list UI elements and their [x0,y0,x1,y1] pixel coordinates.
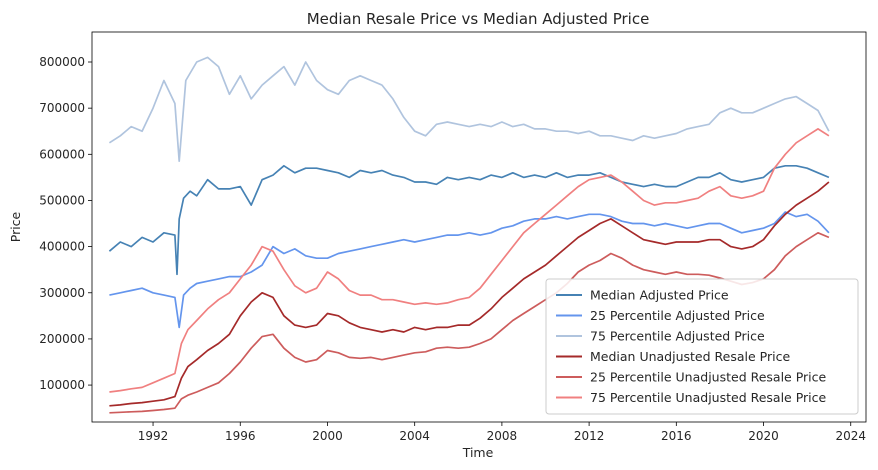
y-tick-label: 300000 [39,286,85,300]
x-tick-label: 2000 [312,429,343,443]
series-line-6 [109,128,830,393]
legend-label: 75 Percentile Adjusted Price [590,329,765,344]
x-tick-label: 2008 [487,429,518,443]
y-axis: 100000 200000 300000 400000 500000 600000 7000… [39,55,92,392]
x-axis: 1992 1996 2000 2004 2008 2012 2016 2020 2024 [138,422,866,443]
legend-label: 25 Percentile Unadjusted Resale Price [590,370,827,385]
series-line-3 [108,56,830,163]
y-tick-label: 100000 [39,378,85,392]
series-line-5 [109,231,830,414]
legend-label: 75 Percentile Unadjusted Resale Price [590,390,827,405]
legend-label: 25 Percentile Adjusted Price [590,308,765,323]
y-axis-label: Price [8,211,23,242]
legend: Median Adjusted Price 25 Percentile Adjus… [545,278,859,415]
x-tick-label: 1992 [138,429,169,443]
x-tick-label: 2016 [661,429,692,443]
y-tick-label: 200000 [39,332,85,346]
y-tick-label: 400000 [39,240,85,254]
x-tick-label: 2012 [574,429,605,443]
series-line-1 [108,164,830,276]
x-axis-label: Time [462,445,494,460]
y-tick-label: 700000 [39,101,85,115]
series-line-2 [109,211,830,329]
legend-box [545,278,859,415]
plot-frame [91,31,867,423]
y-tick-label: 500000 [39,193,85,207]
x-tick-label: 2024 [835,429,866,443]
y-tick-label: 600000 [39,147,85,161]
y-tick-label: 800000 [39,55,85,69]
series-line-4 [109,181,830,407]
x-tick-label: 2020 [748,429,779,443]
x-tick-label: 1996 [225,429,256,443]
legend-label: Median Adjusted Price [590,288,729,303]
x-tick-label: 2004 [399,429,430,443]
plot-lines [108,56,830,414]
legend-label: Median Unadjusted Resale Price [590,349,790,364]
chart-title: Median Resale Price vs Median Adjusted P… [307,10,650,28]
